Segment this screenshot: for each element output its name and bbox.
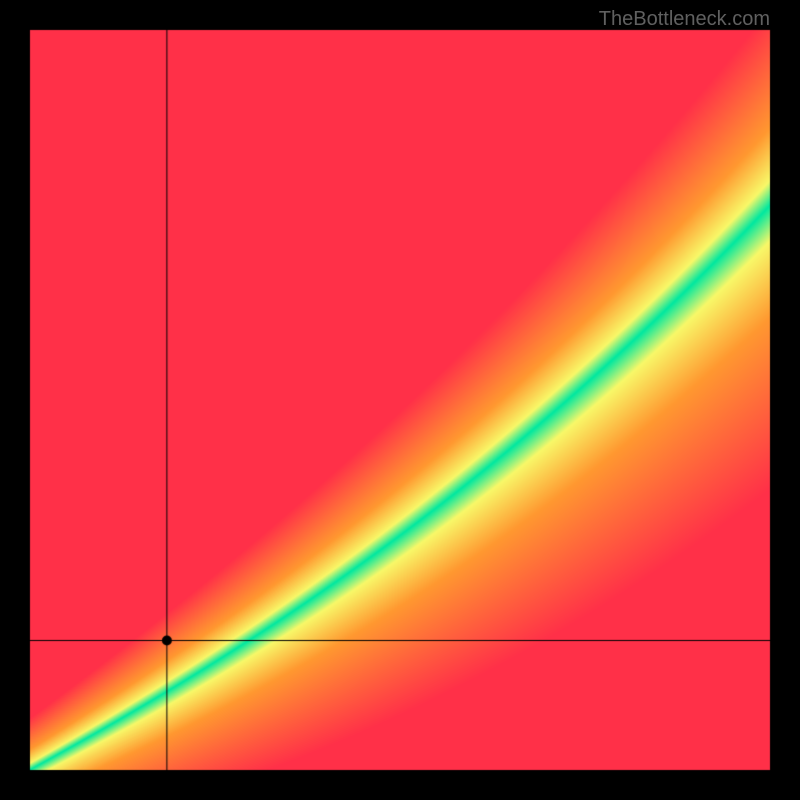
chart-container: TheBottleneck.com <box>0 0 800 800</box>
watermark-text: TheBottleneck.com <box>599 8 770 31</box>
bottleneck-heatmap <box>0 0 800 800</box>
